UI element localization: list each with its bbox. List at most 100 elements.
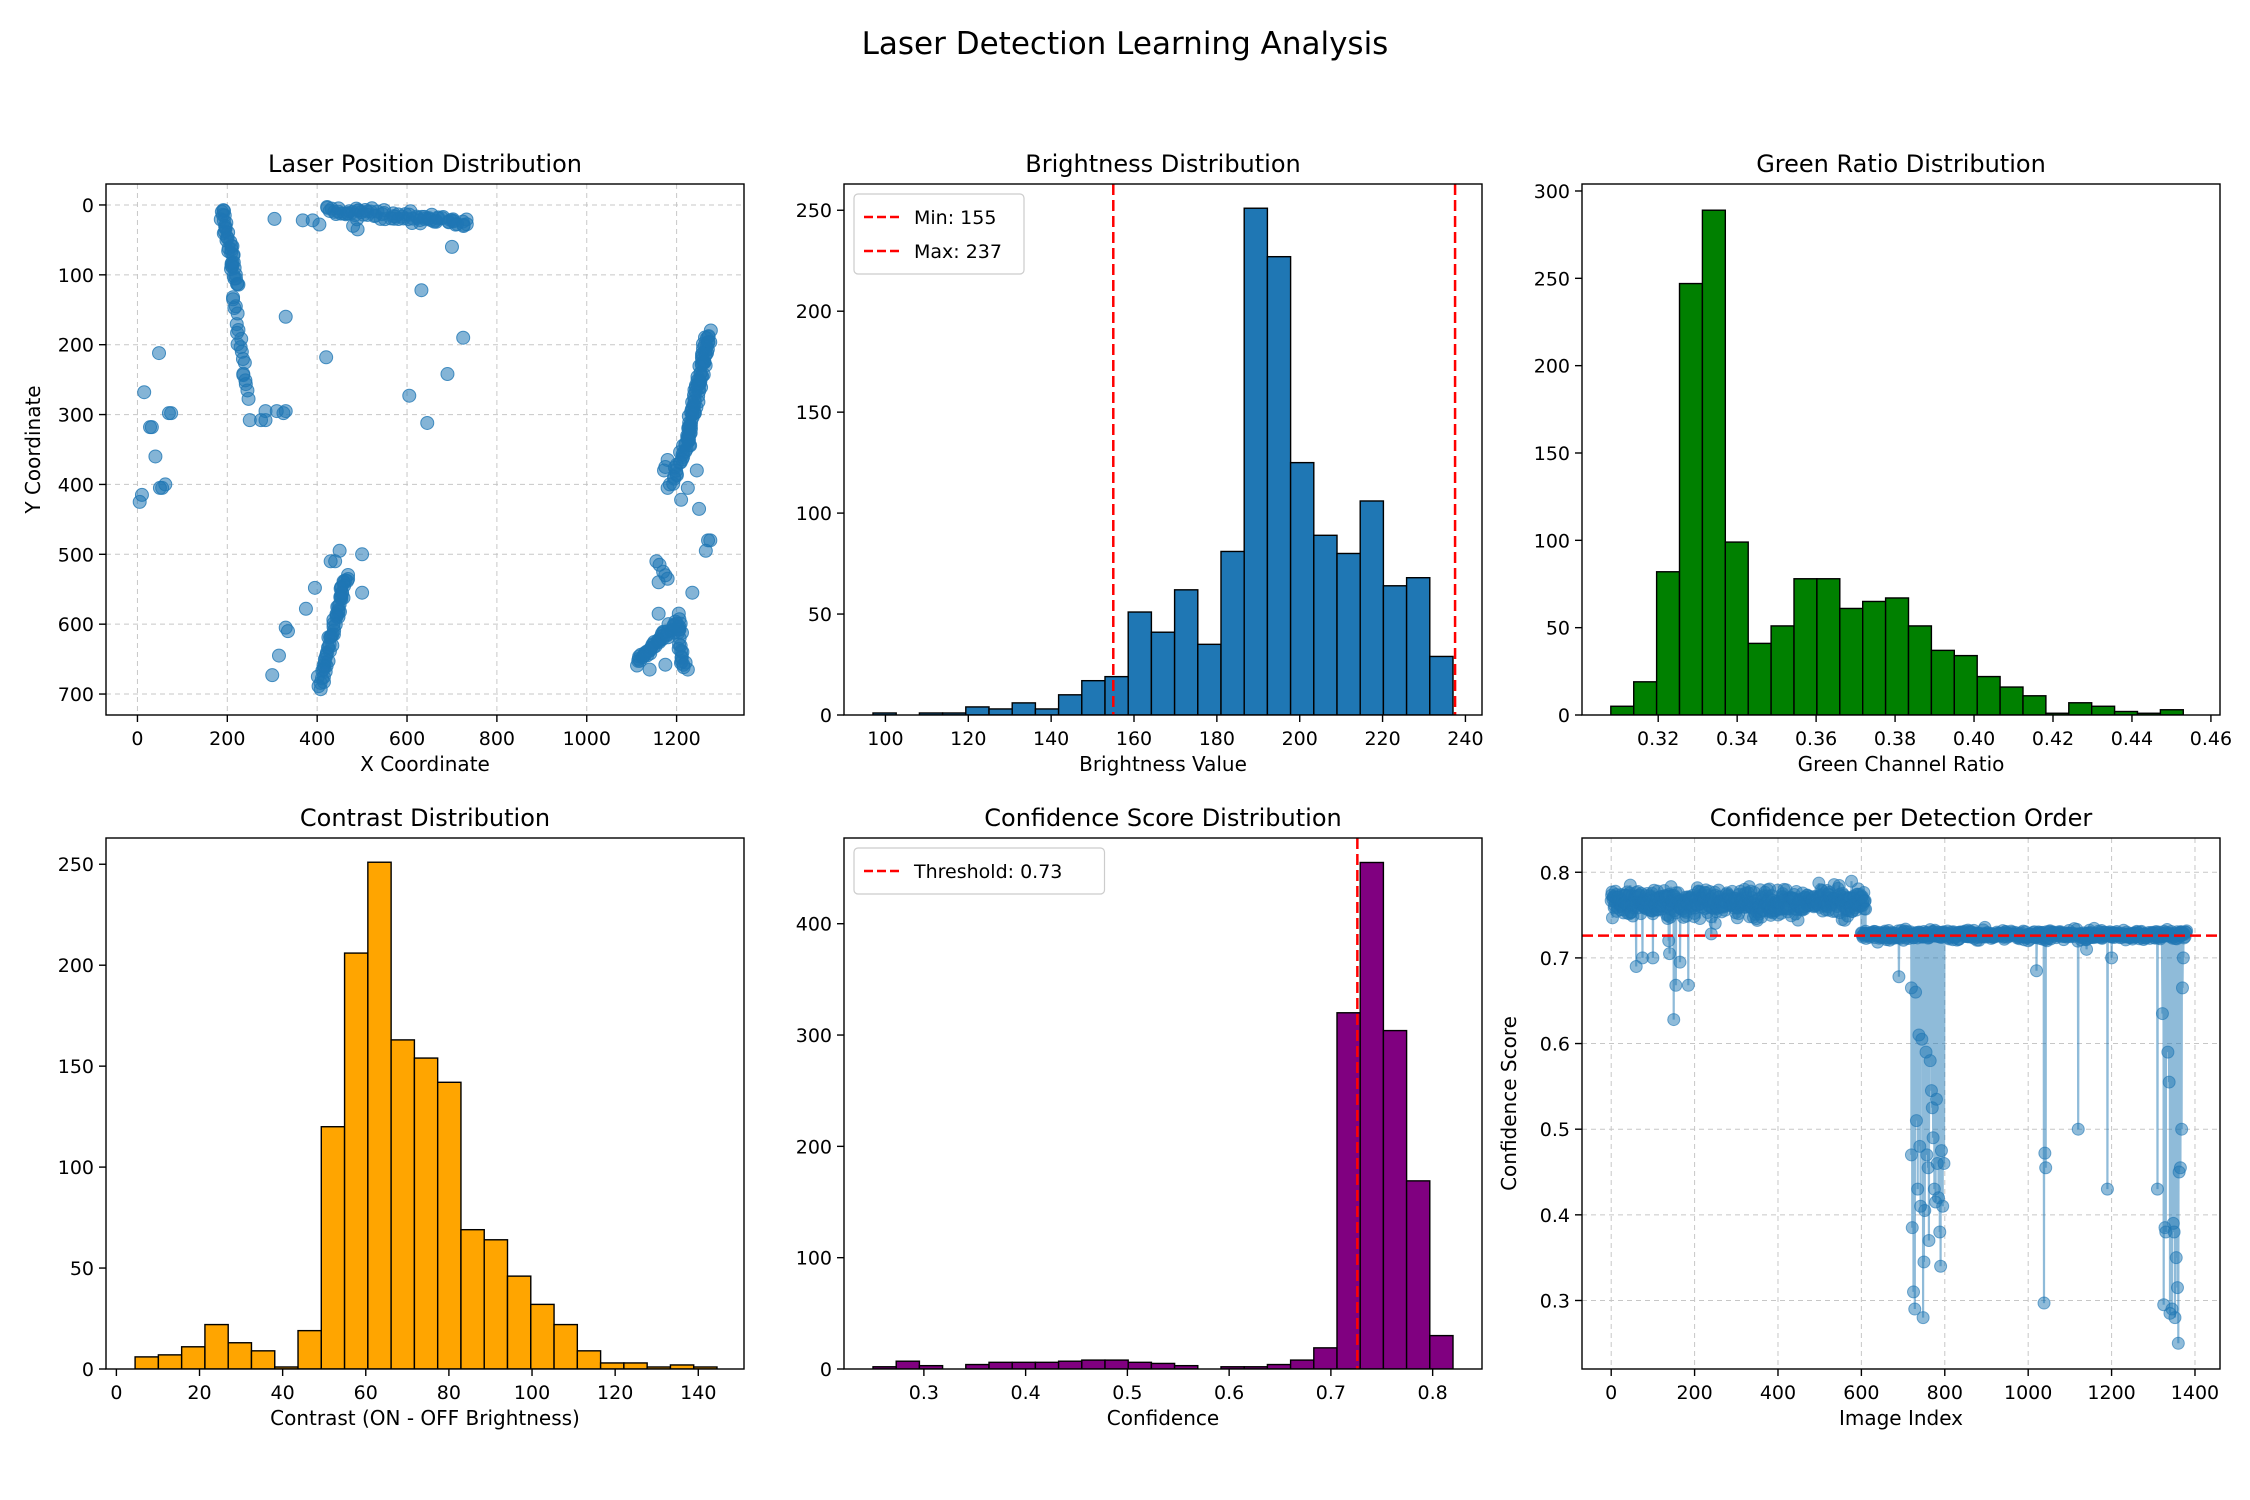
y-tick-label: 0	[82, 1359, 94, 1381]
series-point	[1913, 1139, 1927, 1153]
plot-area	[134, 861, 718, 1369]
y-tick-label: 200	[796, 301, 832, 323]
panel-contrast: 0 20 40 60 80 100 120 140 0 50 100 150 200 250 Contras…	[58, 804, 745, 1430]
bar-bright	[1104, 675, 1129, 715]
plot-area	[872, 838, 1454, 1369]
x-tick-label: 200	[209, 728, 245, 750]
x-tick-label: 0.40	[1953, 728, 1995, 750]
series-point	[2168, 1311, 2182, 1325]
scatter-point	[355, 547, 370, 562]
bar-green	[1724, 541, 1749, 715]
scatter-point	[685, 585, 700, 600]
scatter-point	[164, 406, 179, 421]
y-tick-label: 250	[58, 854, 94, 876]
x-tick-label: 0	[110, 1382, 122, 1404]
legend-label: Threshold: 0.73	[913, 861, 1062, 883]
x-tick-label: 0.3	[909, 1382, 939, 1404]
bar-bright	[1173, 589, 1199, 715]
series-point	[1915, 1032, 1929, 1046]
x-tick-label: 120	[950, 728, 986, 750]
x-tick-label: 0	[131, 728, 143, 750]
scatter-point	[420, 415, 435, 430]
scatter-point	[231, 277, 246, 292]
bar-conf	[1104, 1359, 1129, 1369]
bar-green	[1816, 578, 1841, 715]
y-tick-label: 100	[58, 265, 94, 287]
y-tick-label: 100	[1534, 530, 1570, 552]
bar-bright	[1034, 708, 1060, 715]
y-tick-label: 200	[58, 955, 94, 977]
bar-bright	[1081, 679, 1106, 715]
series-point	[1909, 1114, 1923, 1128]
bar-bright	[1057, 694, 1083, 715]
bar-green	[1930, 649, 1955, 715]
series-point	[1909, 985, 1923, 999]
bar-bright	[1289, 461, 1315, 715]
bar-green	[1839, 607, 1864, 715]
y-tick-label: 0.6	[1540, 1034, 1570, 1056]
scatter-point	[278, 309, 293, 324]
y-tick-label: 150	[1534, 443, 1570, 465]
bar-bright	[1313, 534, 1338, 715]
bar-bright	[1359, 500, 1385, 715]
plot-area	[1582, 874, 2220, 1350]
series-point	[1918, 1204, 1932, 1218]
scatter-point	[144, 420, 159, 435]
bar-green	[1999, 686, 2024, 715]
series-point	[1646, 951, 1660, 965]
legend-box	[853, 847, 1106, 895]
series-point	[1663, 947, 1677, 961]
scatter-point	[642, 662, 657, 677]
x-tick-label: 40	[271, 1382, 295, 1404]
series-point	[1920, 1148, 1934, 1162]
x-axis-label: Image Index	[1839, 1406, 1963, 1430]
x-tick-label: 600	[389, 728, 425, 750]
panel-conf: 0.3 0.4 0.5 0.6 0.7 0.8 0 100 200 300 400 Confidenc…	[796, 804, 1483, 1430]
series-point	[1917, 1255, 1931, 1269]
x-tick-label: 0.38	[1874, 728, 1916, 750]
y-tick-label: 0	[82, 195, 94, 217]
bar-conf	[988, 1361, 1013, 1369]
scatter-point	[680, 662, 695, 677]
bar-bright	[1382, 585, 1408, 715]
grid	[106, 184, 744, 715]
scatter-point	[692, 501, 707, 516]
bar-bright	[1127, 611, 1153, 715]
scatter-point	[271, 648, 286, 663]
bar-green	[1633, 681, 1658, 715]
y-tick-label: 0.3	[1540, 1290, 1570, 1312]
y-tick-label: 100	[796, 1248, 832, 1270]
plot-area	[1610, 209, 2184, 715]
y-tick-label: 0.4	[1540, 1205, 1570, 1227]
legend-label: Max: 237	[914, 241, 1002, 263]
bar-green	[1907, 625, 1933, 715]
plot-area	[872, 184, 1457, 715]
panel-order: 0 200 400 600 800 1000 1200 1400 0.3 0.4 0.5 0.6 0.7…	[1497, 804, 2221, 1430]
bar-green	[1976, 675, 2001, 715]
panel-title: Brightness Distribution	[1025, 150, 1300, 178]
x-tick-label: 140	[1033, 728, 1069, 750]
bar-bright	[1429, 655, 1454, 715]
bar-contrast	[367, 861, 392, 1369]
x-tick-label: 1200	[652, 728, 700, 750]
series-point	[1859, 902, 1873, 916]
axes-frame	[1581, 183, 2221, 716]
bar-bright	[988, 708, 1013, 715]
y-tick-label: 0.5	[1540, 1119, 1570, 1141]
series-point	[1905, 1221, 1919, 1235]
scatter-point	[134, 487, 149, 502]
scatter-point	[456, 330, 471, 345]
scatter-point	[350, 222, 365, 237]
bar-contrast	[297, 1329, 322, 1369]
scatter-point	[703, 533, 718, 548]
y-tick-label: 50	[1546, 618, 1570, 640]
x-tick-label: 0.34	[1716, 728, 1758, 750]
bar-conf	[1127, 1361, 1153, 1369]
plot-area	[132, 199, 718, 697]
y-axis-label: Confidence Score	[1497, 1016, 1521, 1191]
bar-contrast	[180, 1346, 206, 1369]
series-point	[2167, 1225, 2181, 1239]
scatter-point	[459, 217, 474, 232]
series-point	[1937, 1156, 1951, 1170]
x-tick-label: 220	[1364, 728, 1400, 750]
